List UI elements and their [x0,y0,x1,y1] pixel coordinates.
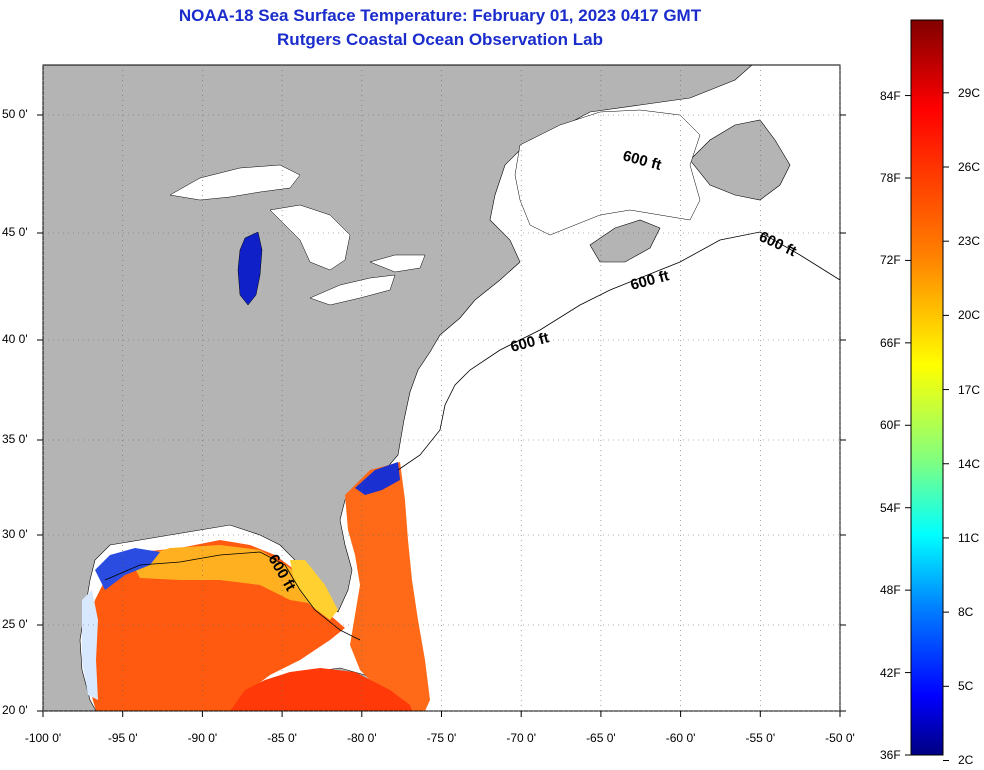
colorbar-f-label: 78F [880,170,901,185]
longitude-label: -55 0' [745,731,776,745]
latitude-label: 25 0' [2,617,28,631]
land-north-america [43,65,753,711]
graticule [37,65,846,717]
sst-gulf-yellow [130,545,320,605]
map-subtitle: Rutgers Coastal Ocean Observation Lab [277,30,603,49]
colorbar-c-label: 14C [958,456,981,471]
latitude-label: 30 0' [2,527,28,541]
longitude-label: -85 0' [267,731,297,745]
sst-florida-shelf [290,560,338,620]
colorbar-c-label: 29C [958,85,981,100]
colorbar [910,19,944,756]
colorbar-f-label: 66F [880,335,901,350]
longitude-label: -90 0' [187,731,218,745]
sst-caribbean [230,668,412,711]
lake-michigan [237,231,263,306]
colorbar-c-label: 5C [958,679,974,694]
colorbar-f-label: 84F [880,88,901,103]
sst-gulf-west-shelf [82,590,98,700]
lake-ontario [369,254,426,273]
longitude-label: -50 0' [825,731,855,745]
sst-carolina-cold [355,462,400,495]
colorbar-c-label: 26C [958,160,981,174]
latitude-label: 40 0' [2,332,28,346]
latitude-label: 20 0' [2,703,28,717]
colorbar-f-label: 42F [880,665,901,680]
colorbar-f-label: 72F [880,253,901,268]
longitude-label: -75 0' [426,731,457,745]
sst-gulf-stream [345,462,430,711]
longitude-label: -70 0' [506,731,537,745]
latitude-label: 50 0' [2,107,28,121]
colorbar-f-label: 60F [880,418,901,433]
longitude-label: -95 0' [107,731,138,745]
colorbar-f-label: 36F [880,748,901,762]
longitude-label: -65 0' [586,731,616,745]
colorbar-ticks [905,92,949,761]
longitude-label: -100 0' [24,731,62,745]
longitude-label: -80 0' [346,731,377,745]
longitude-label: -60 0' [665,731,696,745]
latitude-label: 45 0' [2,225,28,239]
contour-600ft-atlantic [397,231,841,471]
colorbar-c-label: 23C [958,234,981,249]
colorbar-f-label: 54F [880,500,901,515]
colorbar-c-label: 11C [958,530,980,545]
lake-superior [169,164,301,201]
colorbar-c-label: 2C [958,753,974,768]
contour-600ft-gulf [104,551,361,641]
colorbar-f-label: 48F [880,583,901,598]
colorbar-c-label: 20C [958,308,981,323]
land-newfoundland [689,119,791,201]
lake-erie [309,274,396,306]
gulf-st-lawrence [514,109,701,236]
map-title: NOAA-18 Sea Surface Temperature: Februar… [178,6,702,25]
land-nova-scotia [589,219,661,263]
colorbar-c-label: 8C [958,605,974,620]
latitude-label: 35 0' [2,432,28,446]
colorbar-c-label: 17C [958,382,981,397]
sst-gulf-cold-north [95,548,160,590]
lake-huron [269,204,351,271]
